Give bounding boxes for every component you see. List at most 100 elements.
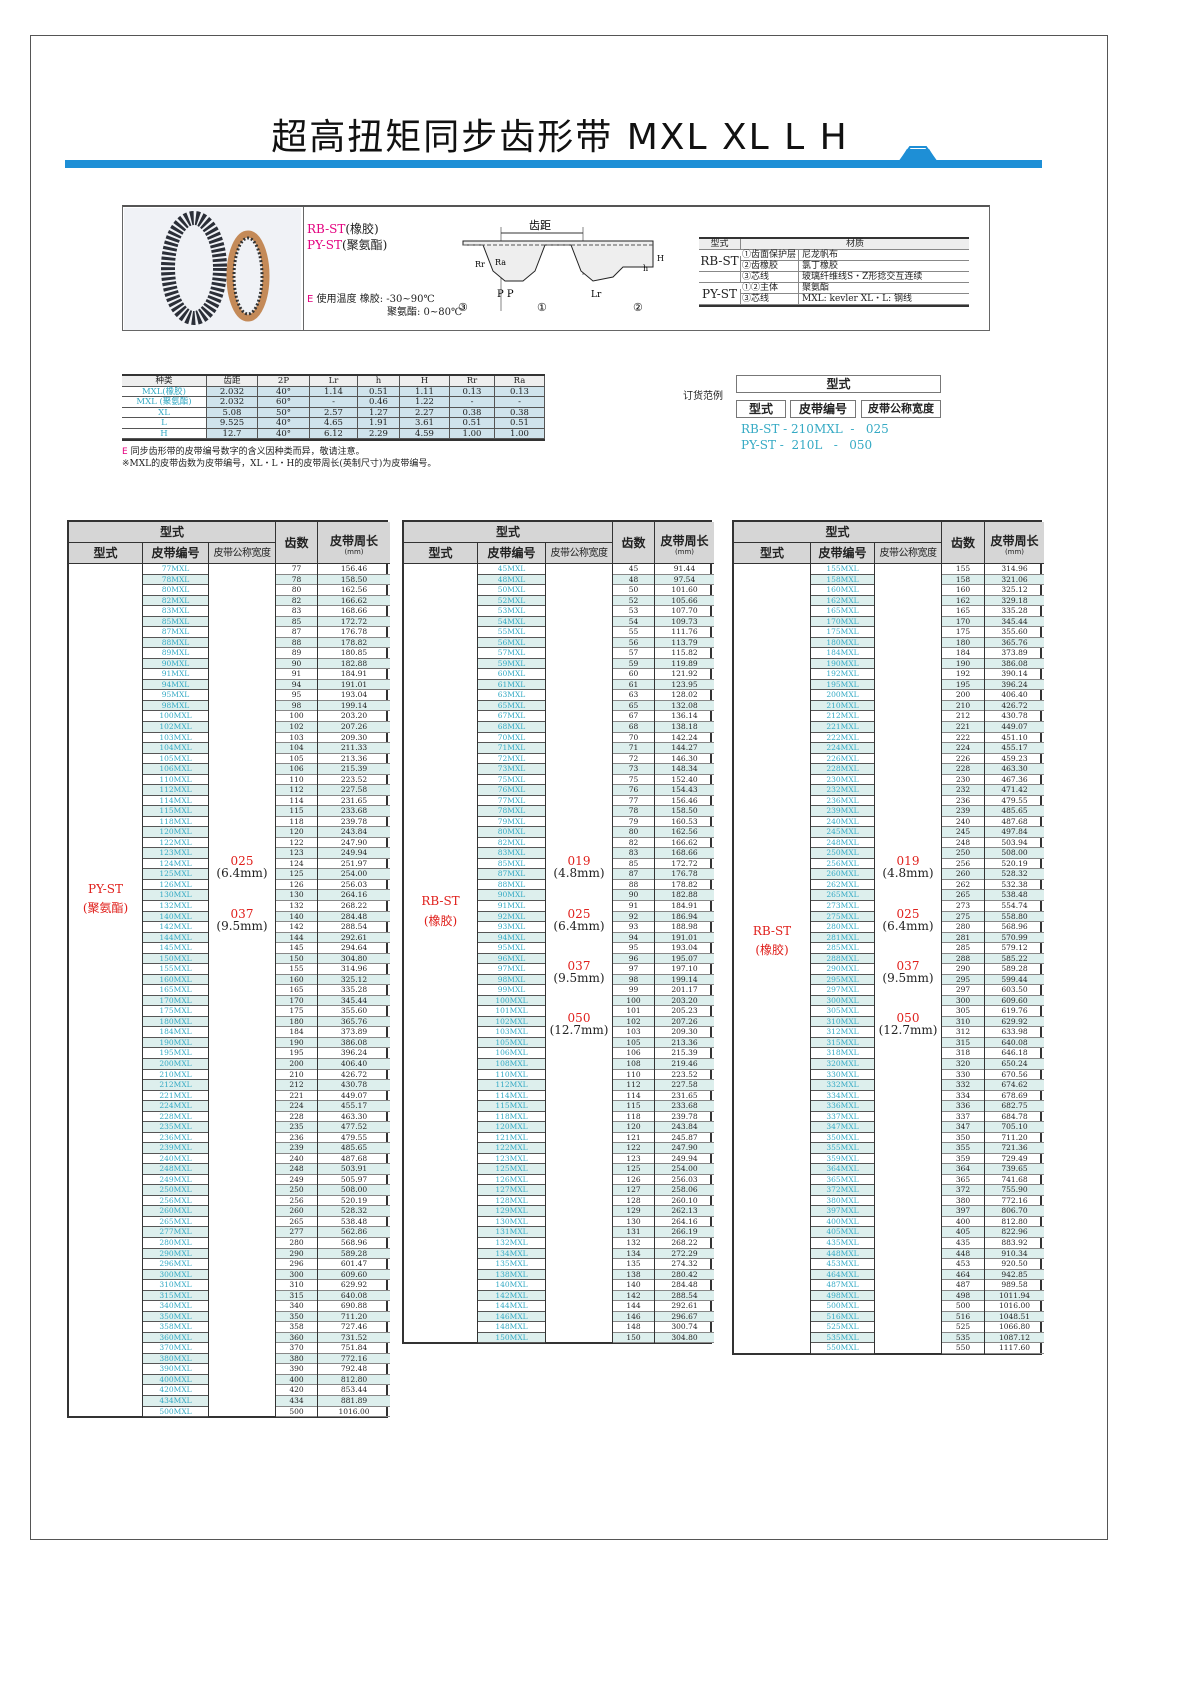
belt-code: 95MXL bbox=[478, 943, 545, 954]
teeth-count: 91 bbox=[613, 901, 654, 912]
spec-row: MXL(橡胶) 2.032 40° 1.14 0.51 1.11 0.13 0.13 bbox=[122, 386, 545, 397]
belt-length: 264.16 bbox=[655, 1217, 714, 1228]
spec-cell: 0.38 bbox=[450, 407, 495, 417]
spec-cell: L bbox=[122, 418, 207, 428]
teeth-count: 516 bbox=[942, 1311, 984, 1323]
teeth-count: 118 bbox=[276, 817, 317, 828]
material-value: 聚氨酯 bbox=[802, 283, 830, 293]
belt-length: 609.60 bbox=[318, 1269, 390, 1281]
teeth-count: 290 bbox=[942, 964, 984, 975]
teeth-count: 249 bbox=[276, 1175, 317, 1186]
teeth-count: 101 bbox=[613, 1006, 654, 1017]
belt-length: 199.14 bbox=[318, 700, 390, 712]
belt-length: 365.76 bbox=[985, 637, 1044, 649]
belt-code: 61MXL bbox=[478, 679, 545, 691]
teeth-count: 78 bbox=[613, 806, 654, 817]
spec-cell: - bbox=[450, 397, 495, 407]
material-value: 玻璃纤维线S・Z形捻交互连续 bbox=[802, 272, 923, 282]
belt-code: 332MXL bbox=[811, 1080, 874, 1091]
belt-code: 260MXL bbox=[811, 869, 874, 880]
teeth-count: 132 bbox=[276, 901, 317, 912]
belt-length: 386.08 bbox=[985, 658, 1044, 670]
teeth-count: 224 bbox=[942, 743, 984, 754]
belt-length: 268.22 bbox=[318, 901, 390, 912]
teeth-count: 120 bbox=[613, 1122, 654, 1133]
belt-length: 459.23 bbox=[985, 754, 1044, 765]
teeth-count: 134 bbox=[613, 1248, 654, 1260]
belt-code: 236MXL bbox=[143, 1133, 208, 1144]
belt-code: 52MXL bbox=[478, 595, 545, 607]
teeth-count: 277 bbox=[276, 1227, 317, 1238]
belt-length: 772.16 bbox=[318, 1353, 390, 1365]
belt-length: 920.50 bbox=[985, 1259, 1044, 1270]
spec-header: Ra bbox=[495, 376, 545, 386]
belt-length: 158.50 bbox=[655, 806, 714, 817]
header-length-label: 皮带周长 bbox=[660, 534, 709, 548]
belt-length: 711.20 bbox=[318, 1311, 390, 1323]
belt-code: 175MXL bbox=[143, 1006, 208, 1017]
belt-code: 135MXL bbox=[478, 1259, 545, 1270]
teeth-count: 265 bbox=[942, 890, 984, 901]
belt-code: 498MXL bbox=[811, 1290, 874, 1302]
note-2: ※MXL的皮带齿数为皮带编号，XL・L・H的皮带周长(英制尺寸)为皮带编号。 bbox=[122, 459, 437, 469]
belt-code: 45MXL bbox=[478, 564, 545, 575]
belt-length: 373.89 bbox=[985, 648, 1044, 659]
belt-length: 245.87 bbox=[655, 1133, 714, 1144]
belt-code: 180MXL bbox=[811, 637, 874, 649]
width-mm: (6.4mm) bbox=[553, 919, 605, 933]
belt-code: 110MXL bbox=[143, 775, 208, 786]
order-example-1: RB-ST - 210MXL - 025 bbox=[741, 422, 889, 436]
tooth-profile-diagram: 齿距 Rr Ra P P Lr hH ③ ① ② bbox=[458, 219, 664, 314]
belt-length: 711.20 bbox=[985, 1133, 1044, 1144]
temp-label: 使用温度 bbox=[316, 294, 357, 305]
teeth-count: 112 bbox=[276, 785, 317, 796]
width-code: 025 bbox=[230, 854, 254, 868]
teeth-count: 80 bbox=[276, 585, 317, 596]
teeth-column: 45 48 50 52 53 54 55 56 57 59 60 61 63 65 67 68 70 71 72 73… bbox=[613, 564, 655, 1344]
belt-length: 266.19 bbox=[655, 1227, 714, 1238]
teeth-count: 68 bbox=[613, 721, 654, 733]
belt-length: 260.10 bbox=[655, 1196, 714, 1207]
order-example-label: 订货范例 bbox=[683, 391, 723, 402]
belt-table: 型式 型式 皮带编号 皮带公称宽度 齿数 皮带周长 (mm) RB-ST (橡胶) 45MXL 48… bbox=[402, 520, 714, 1344]
belt-length: 211.33 bbox=[318, 743, 390, 754]
teeth-count: 102 bbox=[613, 1016, 654, 1028]
belt-code: 400MXL bbox=[811, 1217, 874, 1228]
spec-header: 种类 bbox=[122, 376, 207, 386]
belt-code: 312MXL bbox=[811, 1027, 874, 1038]
belt-length: 132.08 bbox=[655, 700, 714, 712]
teeth-count: 165 bbox=[276, 985, 317, 996]
teeth-count: 170 bbox=[276, 995, 317, 1007]
belt-code: 448MXL bbox=[811, 1248, 874, 1260]
type-label: RB-ST bbox=[752, 924, 792, 938]
spec-cell: 60° bbox=[258, 397, 310, 407]
belt-length: 258.06 bbox=[655, 1185, 714, 1196]
belt-length: 554.74 bbox=[985, 901, 1044, 912]
belt-code: 134MXL bbox=[478, 1248, 545, 1260]
teeth-count: 498 bbox=[942, 1290, 984, 1302]
teeth-count: 212 bbox=[942, 711, 984, 722]
belt-length: 156.46 bbox=[318, 564, 390, 575]
teeth-count: 318 bbox=[942, 1048, 984, 1059]
belt-code: 73MXL bbox=[478, 764, 545, 775]
header-type: 型式 bbox=[69, 543, 143, 564]
belt-length: 146.30 bbox=[655, 754, 714, 765]
belt-code: 115MXL bbox=[478, 1101, 545, 1112]
belt-length: 121.92 bbox=[655, 669, 714, 680]
belt-code: 93MXL bbox=[478, 922, 545, 933]
belt-length: 505.97 bbox=[318, 1175, 390, 1186]
belt-length: 209.30 bbox=[318, 733, 390, 744]
belt-code: 118MXL bbox=[478, 1112, 545, 1123]
belt-code: 115MXL bbox=[143, 806, 208, 817]
belt-length: 213.36 bbox=[318, 754, 390, 765]
width-code: 025 bbox=[567, 907, 591, 921]
teeth-count: 260 bbox=[276, 1206, 317, 1217]
belt-code: 192MXL bbox=[811, 669, 874, 680]
teeth-count: 535 bbox=[942, 1332, 984, 1344]
teeth-count: 94 bbox=[613, 932, 654, 944]
belt-length: 684.78 bbox=[985, 1112, 1044, 1123]
belt-code: 106MXL bbox=[143, 764, 208, 775]
belt-length: 373.89 bbox=[318, 1027, 390, 1038]
belt-code: 126MXL bbox=[478, 1175, 545, 1186]
belt-length: 300.74 bbox=[655, 1322, 714, 1333]
